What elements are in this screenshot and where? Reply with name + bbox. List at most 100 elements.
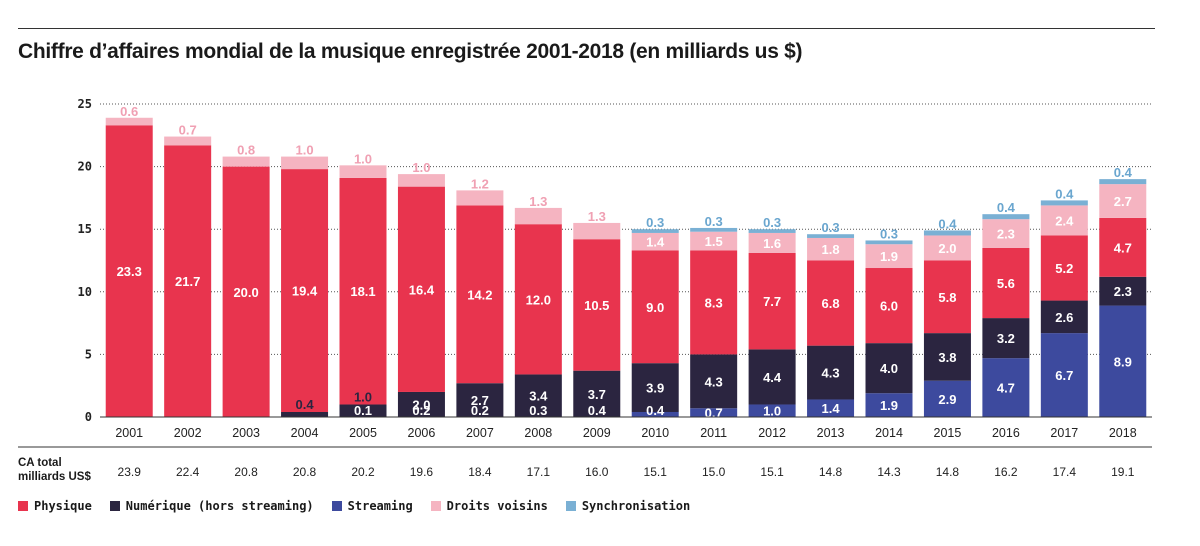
bar-numerique: [339, 404, 387, 417]
data-label-physique: 14.2: [467, 287, 492, 302]
data-label-droits: 0.8: [237, 143, 255, 158]
bar-physique: [339, 177, 387, 405]
legend-label-physique: Physique: [34, 499, 92, 513]
bar-numerique: [690, 354, 738, 409]
data-label-synchro: 0.3: [763, 215, 781, 230]
total-value: 19.1: [1111, 465, 1135, 479]
bar-physique: [923, 260, 971, 334]
legend-label-synchro: Synchronisation: [581, 499, 691, 513]
bar-physique: [807, 260, 855, 346]
data-label-droits: 1.8: [822, 242, 840, 257]
data-label-physique: 19.4: [292, 284, 318, 299]
data-label-numerique: 3.2: [997, 331, 1015, 346]
data-label-physique: 9.0: [646, 300, 664, 315]
bar-numerique: [923, 333, 971, 381]
bar-streaming: [690, 408, 738, 417]
x-tick-label: 2015: [934, 426, 962, 440]
x-tick-label: 2002: [174, 426, 202, 440]
x-tick-label: 2007: [466, 426, 494, 440]
data-label-physique: 20.0: [233, 285, 258, 300]
bar-droits: [982, 219, 1030, 248]
total-value: 19.6: [410, 465, 434, 479]
bar-droits: [514, 207, 562, 225]
legend-item-physique: Physique: [18, 499, 92, 513]
total-value: 14.8: [936, 465, 960, 479]
x-tick-label: 2006: [408, 426, 436, 440]
data-label-physique: 18.1: [350, 284, 375, 299]
bar-synchro: [923, 230, 971, 236]
total-value: 18.4: [468, 465, 492, 479]
data-label-physique: 23.3: [117, 264, 142, 279]
bar-droits: [631, 232, 679, 251]
bar-numerique: [456, 383, 504, 417]
x-tick-label: 2005: [349, 426, 377, 440]
data-label-synchro: 0.3: [880, 226, 898, 241]
bar-physique: [281, 169, 329, 412]
bar-droits: [339, 165, 387, 178]
data-label-numerique: 2.3: [1114, 284, 1132, 299]
data-label-droits: 1.3: [588, 209, 606, 224]
bar-physique: [573, 239, 621, 371]
bar-physique: [514, 224, 562, 375]
data-label-numerique: 3.8: [938, 350, 956, 365]
x-tick-label: 2011: [700, 426, 727, 440]
x-tick-label: 2001: [115, 426, 143, 440]
total-value: 20.8: [234, 465, 258, 479]
bar-physique: [690, 250, 738, 355]
data-label-streaming: 8.9: [1114, 354, 1132, 369]
totals-label-line1: CA total: [18, 457, 62, 469]
bar-droits: [281, 156, 329, 170]
data-label-synchro: 0.3: [705, 214, 723, 229]
bar-droits: [807, 237, 855, 261]
legend-swatch-droits: [430, 501, 441, 511]
legend-swatch-physique: [18, 501, 28, 511]
data-label-streaming-small: 0.3: [529, 403, 547, 418]
bar-numerique: [982, 318, 1030, 359]
x-tick-label: 2009: [583, 426, 611, 440]
legend-label-streaming: Streaming: [347, 499, 413, 513]
bar-physique: [1040, 235, 1088, 301]
y-tick-label: 25: [78, 97, 92, 111]
bar-streaming: [923, 380, 971, 417]
data-label-synchro: 0.4: [997, 200, 1016, 215]
data-label-numerique: 2.6: [1055, 310, 1073, 325]
total-value: 15.0: [702, 465, 726, 479]
bar-streaming: [748, 404, 796, 417]
data-label-droits: 0.7: [179, 123, 197, 138]
data-label-streaming: 1.4: [822, 401, 841, 416]
x-tick-label: 2003: [232, 426, 260, 440]
data-label-synchro: 0.4: [1114, 165, 1133, 180]
bar-droits: [456, 190, 504, 206]
bar-physique: [456, 205, 504, 384]
data-label-streaming: 6.7: [1055, 368, 1073, 383]
data-label-droits: 1.0: [354, 151, 372, 166]
legend-item-streaming: Streaming: [331, 499, 413, 513]
bar-numerique: [281, 411, 329, 417]
bar-streaming: [631, 411, 679, 417]
bar-streaming: [982, 358, 1030, 417]
x-tick-label: 2012: [758, 426, 786, 440]
data-label-streaming: 1.0: [763, 404, 781, 419]
bar-numerique: [514, 374, 562, 417]
data-label-droits: 1.2: [471, 176, 489, 191]
data-label-numerique: 2.7: [471, 393, 489, 408]
bar-streaming: [1099, 305, 1147, 417]
data-label-streaming-small: 0.2: [412, 403, 430, 418]
bar-synchro: [865, 240, 913, 245]
data-label-streaming-small: 0.4: [588, 403, 607, 418]
totals-label-line2: milliards US$: [18, 471, 91, 483]
bar-droits: [105, 117, 153, 126]
data-label-physique: 6.0: [880, 299, 898, 314]
y-tick-label: 15: [78, 222, 92, 236]
data-label-droits: 1.3: [529, 194, 547, 209]
x-tick-label: 2013: [817, 426, 845, 440]
data-label-droits: 1.4: [646, 235, 665, 250]
data-label-physique: 10.5: [584, 298, 609, 313]
total-value: 23.9: [118, 465, 142, 479]
legend-label-numerique: Numérique (hors streaming): [125, 499, 314, 513]
x-tick-label: 2018: [1109, 426, 1137, 440]
x-tick-label: 2017: [1050, 426, 1078, 440]
bar-droits: [397, 174, 445, 187]
bar-physique: [1099, 217, 1147, 277]
